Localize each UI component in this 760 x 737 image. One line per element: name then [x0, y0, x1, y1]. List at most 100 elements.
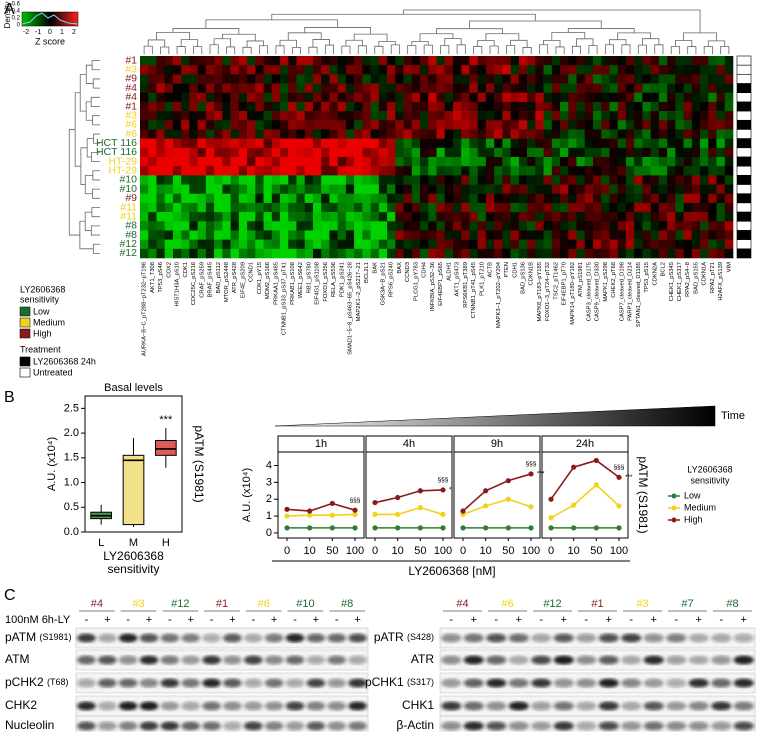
- heatmap-cell: [255, 193, 264, 204]
- heatmap-cell: [452, 157, 462, 167]
- heatmap-cell: [560, 129, 569, 139]
- dendrogram: [609, 39, 627, 45]
- heatmap-cell: [658, 221, 668, 231]
- heatmap-cell: [551, 65, 561, 75]
- heatmap-cell: [452, 138, 462, 149]
- heatmap-cell: [716, 120, 726, 130]
- heatmap-cell: [222, 157, 231, 167]
- heatmap-cell: [181, 138, 190, 149]
- heatmap-cell: [510, 120, 520, 130]
- heatmap-cell: [535, 202, 544, 213]
- heatmap-cell: [288, 56, 297, 66]
- heatmap-cell: [675, 92, 684, 103]
- heatmap-cell: [222, 221, 231, 231]
- heatmap-cell: [271, 248, 281, 259]
- heatmap-cell: [345, 83, 355, 94]
- heatmap-cell: [172, 120, 182, 130]
- band: [711, 678, 732, 688]
- dendrogram: [341, 45, 351, 54]
- heatmap-cell: [625, 230, 635, 240]
- panel-title: 9h: [491, 438, 503, 450]
- heatmap-cell: [724, 212, 734, 222]
- heatmap-cell: [691, 239, 701, 250]
- heatmap-cell: [485, 157, 495, 167]
- heatmap-cell: [691, 129, 701, 139]
- heatmap-cell: [395, 239, 404, 250]
- heatmap-cell: [617, 92, 627, 103]
- column-label: INFKBIA_pS32−36: [430, 262, 436, 311]
- heatmap-cell: [535, 120, 544, 130]
- band: [139, 633, 159, 643]
- heatmap-cell: [444, 111, 454, 121]
- band: [576, 701, 597, 711]
- treatment-cell: [736, 211, 752, 222]
- heatmap-cell: [461, 92, 470, 103]
- band: [733, 701, 754, 711]
- heatmap-cell: [255, 175, 264, 185]
- band: [202, 655, 221, 665]
- heatmap-cell: [387, 175, 396, 185]
- heatmap-cell: [337, 147, 347, 158]
- point: [571, 502, 577, 508]
- heatmap-cell: [205, 239, 215, 250]
- heatmap-cell: [428, 202, 437, 213]
- heatmap-cell: [420, 65, 429, 75]
- band: [181, 655, 201, 665]
- heatmap-cell: [584, 83, 594, 94]
- heatmap-cell: [140, 230, 149, 240]
- heatmap-cell: [601, 157, 610, 167]
- dendrogram: [324, 44, 334, 54]
- heatmap-cell: [337, 138, 347, 149]
- heatmap-cell: [700, 212, 709, 222]
- heatmap-cell: [543, 83, 553, 94]
- heatmap-cell: [535, 248, 544, 259]
- heatmap-cell: [189, 193, 198, 204]
- heatmap-cell: [436, 212, 446, 222]
- band: [643, 701, 664, 711]
- heatmap-cell: [230, 74, 240, 84]
- heatmap-cell: [634, 212, 643, 222]
- heatmap-cell: [263, 175, 273, 185]
- heatmap-cell: [312, 230, 322, 240]
- point: [460, 508, 466, 514]
- heatmap-cell: [172, 65, 182, 75]
- heatmap-cell: [378, 111, 388, 121]
- heatmap-cell: [543, 120, 553, 130]
- heatmap-cell: [609, 248, 618, 259]
- heatmap-cell: [172, 230, 182, 240]
- heatmap-cell: [403, 239, 413, 250]
- heatmap-cell: [362, 147, 371, 158]
- heatmap-cell: [510, 221, 520, 231]
- heatmap-cell: [518, 248, 528, 259]
- y-tick-label: 1.0: [64, 476, 79, 488]
- heatmap-cell: [387, 129, 396, 139]
- heatmap-cell: [362, 138, 371, 149]
- point: [483, 488, 489, 494]
- heatmap-cell: [691, 230, 701, 240]
- heatmap-cell: [247, 202, 256, 213]
- heatmap-cell: [667, 83, 676, 94]
- heatmap-cell: [280, 147, 289, 158]
- heatmap-cell: [329, 239, 338, 250]
- heatmap-cell: [683, 101, 693, 112]
- heatmap-cell: [650, 202, 660, 213]
- row-label: HT-29: [108, 155, 137, 167]
- legend-swatch: [19, 328, 31, 339]
- row-label: CHK2: [5, 698, 37, 712]
- heatmap-cell: [683, 138, 693, 149]
- heatmap-cell: [568, 230, 577, 240]
- heatmap-cell: [708, 221, 717, 231]
- heatmap-cell: [263, 221, 273, 231]
- heatmap-cell: [181, 74, 190, 84]
- heatmap-cell: [296, 65, 306, 75]
- heatmap-cell: [312, 175, 322, 185]
- point: [593, 525, 599, 531]
- heatmap-cell: [625, 239, 635, 250]
- heatmap-cell: [592, 120, 602, 130]
- heatmap-cell: [156, 147, 166, 158]
- band: [306, 633, 326, 643]
- legend-point: [671, 493, 677, 499]
- heatmap-cell: [716, 92, 726, 103]
- heatmap-cell: [667, 129, 676, 139]
- heatmap-cell: [378, 184, 388, 195]
